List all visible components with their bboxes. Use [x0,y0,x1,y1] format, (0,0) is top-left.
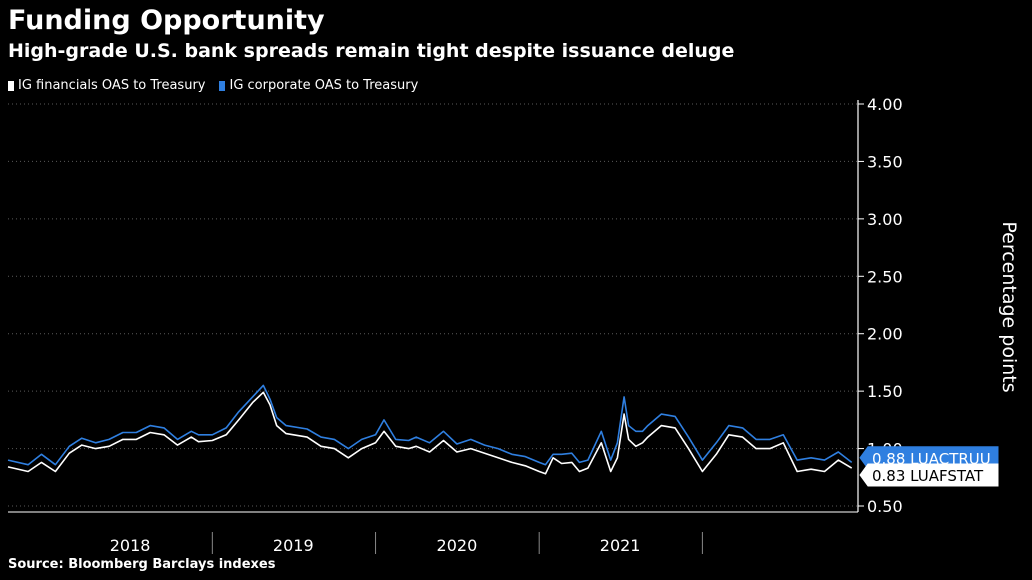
axes: 0.501.001.502.002.503.003.504.0020182019… [8,95,903,555]
end-label-financials: 0.83 LUAFSTAT [859,463,999,487]
y-tick-label: 4.00 [867,95,903,114]
series-lines [7,384,853,475]
y-tick-label: 3.50 [867,152,903,171]
y-tick-label: 1.50 [867,382,903,401]
end-label-financials-text: 0.83 LUAFSTAT [872,467,984,485]
legend-item-corporate: IG corporate OAS to Treasury [219,77,418,95]
y-axis-title: Percentage points [998,221,1020,392]
legend-label-corporate: IG corporate OAS to Treasury [229,78,419,93]
legend: IG financials OAS to Treasury IG corpora… [8,77,418,95]
source-note: Source: Bloomberg Barclays indexes [8,557,276,572]
chart-subtitle: High-grade U.S. bank spreads remain tigh… [8,40,735,62]
x-year-label: 2021 [600,536,641,555]
grid-lines [8,103,858,507]
legend-label-financials: IG financials OAS to Treasury [18,78,206,93]
x-year-label: 2018 [110,536,151,555]
end-label-financials-box [859,463,999,487]
x-year-label: 2020 [437,536,478,555]
x-year-label: 2019 [273,536,314,555]
end-label-corporate-text: 0.88 LUACTRUU [872,450,991,468]
y-tick-label: 2.00 [867,325,903,344]
legend-swatch-financials [8,81,14,91]
y-tick-label: 3.00 [867,210,903,229]
y-tick-label: 0.50 [867,497,903,516]
chart-title: Funding Opportunity [8,5,325,36]
y-tick-label: 2.50 [867,267,903,286]
legend-swatch-corporate [219,81,226,91]
legend-item-financials: IG financials OAS to Treasury [8,77,205,95]
series-line-financials [7,391,853,475]
series-line-corporate [7,384,853,466]
